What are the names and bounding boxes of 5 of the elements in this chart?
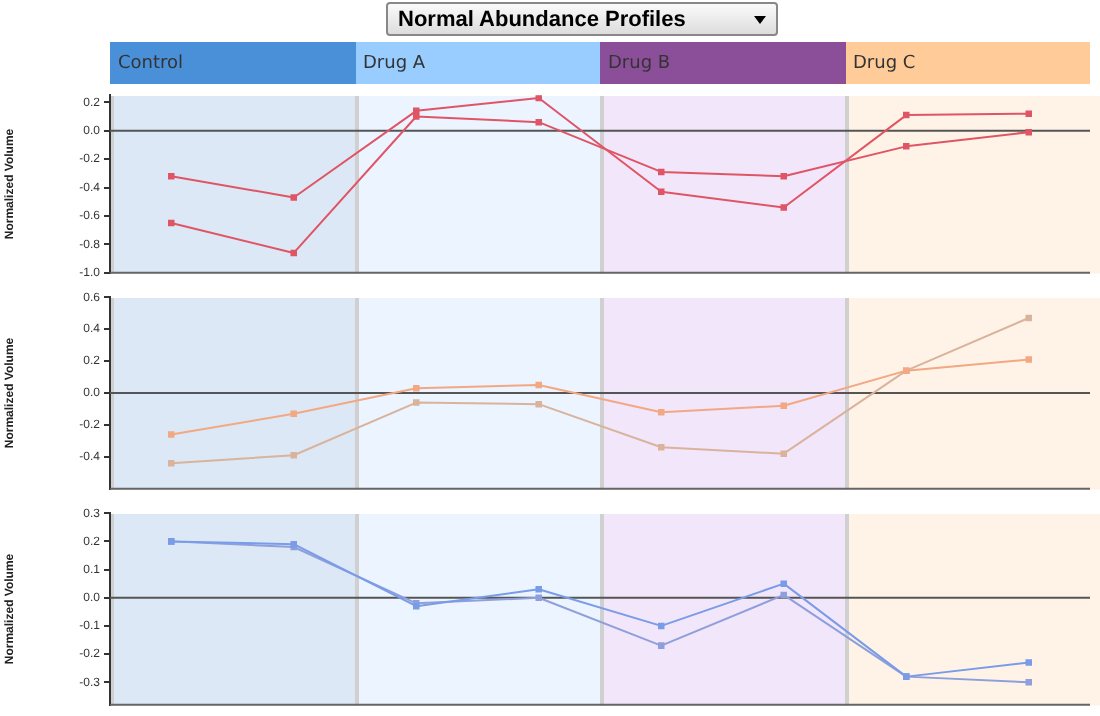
text: Drug B — [600, 42, 845, 84]
text: Drug A — [355, 42, 600, 84]
text: Control — [110, 42, 355, 84]
chart-title: Normal Abundance Profiles — [398, 7, 688, 31]
text: Drug C — [845, 42, 1090, 84]
